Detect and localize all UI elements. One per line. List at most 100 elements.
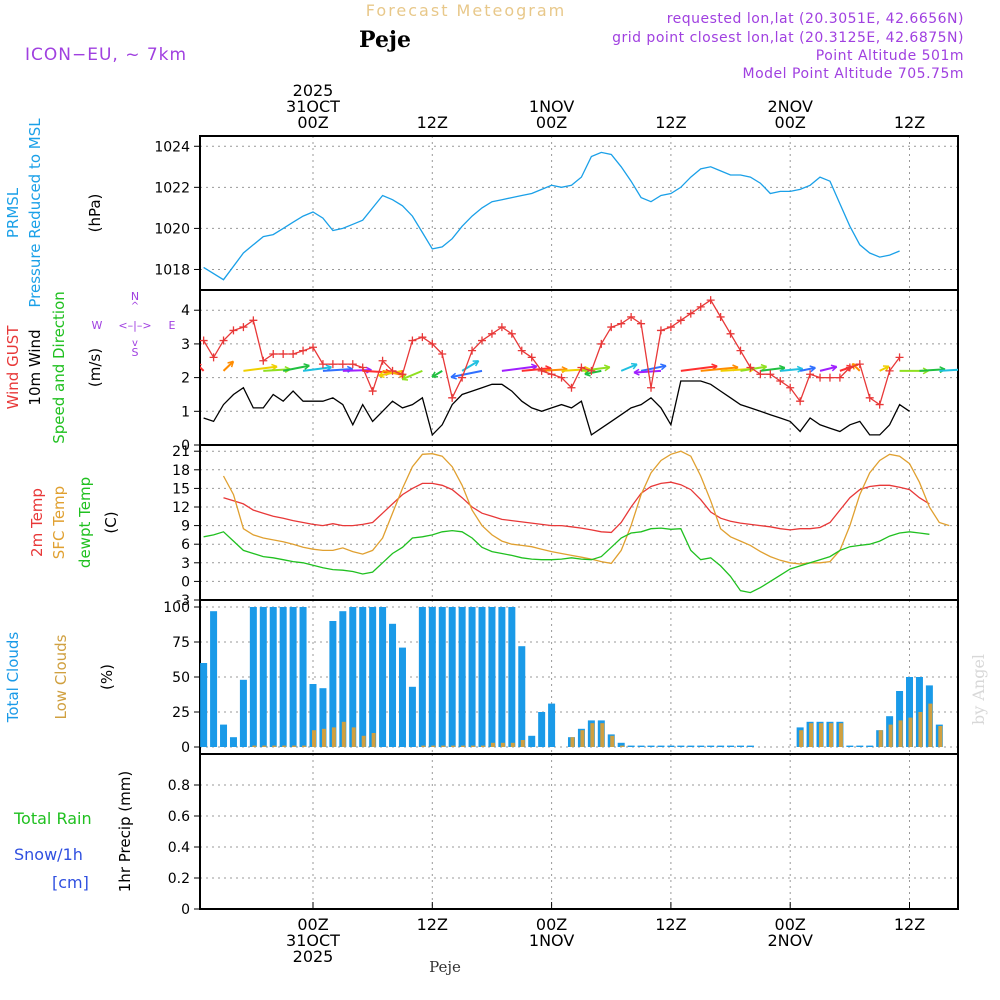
wind-arrow xyxy=(584,369,602,376)
total-clouds-bar xyxy=(379,607,387,747)
gust-marker xyxy=(309,343,317,352)
top-time-label: 00Z xyxy=(775,113,806,132)
wind-arrow xyxy=(740,365,767,372)
total-clouds-bar xyxy=(538,712,546,747)
gust-marker xyxy=(318,360,327,369)
gust-marker xyxy=(408,336,417,345)
wind-arrow-head xyxy=(200,363,202,366)
gust-marker xyxy=(200,336,208,345)
point-altitude: Point Altitude 501m xyxy=(816,48,964,64)
y-tick-label: 18 xyxy=(172,463,190,479)
low-clouds-bar xyxy=(321,728,326,747)
gust-marker xyxy=(567,383,576,392)
top-time-label: 00Z xyxy=(297,113,328,132)
total-clouds-bar xyxy=(418,607,426,747)
wind-arrow xyxy=(431,370,443,378)
low-clouds-bar xyxy=(351,727,356,747)
y-tick-label: 1024 xyxy=(154,139,190,155)
total-clouds-bar xyxy=(329,621,337,747)
gust-marker xyxy=(875,400,884,409)
gust-marker xyxy=(736,346,745,355)
total-clouds-bar xyxy=(687,745,695,747)
low-clouds-bar xyxy=(908,717,913,747)
model-altitude: Model Point Altitude 705.75m xyxy=(743,66,964,82)
total-clouds-bar xyxy=(369,607,377,747)
wind-arrow xyxy=(939,368,958,372)
y-tick-label: -3 xyxy=(176,593,190,609)
total-clouds-bar xyxy=(448,607,456,747)
low-clouds-bar xyxy=(481,745,486,747)
low-clouds-bar xyxy=(600,723,605,747)
total-clouds-bar xyxy=(637,745,645,747)
wind-arrow xyxy=(243,365,278,372)
axis-label: (%) xyxy=(98,664,116,690)
wind-arrow xyxy=(680,365,718,372)
wind-arrow xyxy=(401,369,423,381)
low-clouds-bar xyxy=(490,742,495,747)
requested-coords: requested lon,lat (20.3051E, 42.6656N) xyxy=(667,11,964,27)
compass-arrows: <–|–> xyxy=(118,319,151,332)
axis-label: Wind GUST xyxy=(4,325,22,410)
y-tick-label: 0.4 xyxy=(168,840,190,856)
y-tick-label: 1020 xyxy=(154,221,190,237)
wind-arrow xyxy=(521,367,552,372)
wind-arrow xyxy=(879,365,890,372)
gust-marker xyxy=(478,336,487,345)
subtitle: Forecast Meteogram xyxy=(366,1,566,20)
gust-marker xyxy=(418,333,427,342)
wind-arrow-head xyxy=(633,368,640,376)
low-clouds-bar xyxy=(312,730,316,747)
y-tick-label: 0 xyxy=(181,902,190,918)
wind-arrow-head xyxy=(660,363,667,371)
gust-marker xyxy=(368,387,377,396)
low-clouds-bar xyxy=(471,745,476,747)
low-clouds-bar xyxy=(421,745,426,747)
total-clouds-bar xyxy=(220,724,228,747)
prmsl-line xyxy=(203,151,900,281)
axis-label: Pressure Reduced to MSL xyxy=(26,118,44,308)
bottom-time-label: 12Z xyxy=(417,915,448,934)
gust-marker xyxy=(796,397,805,406)
low-clouds-bar xyxy=(828,723,833,747)
total-clouds-bar xyxy=(677,745,685,747)
gust-marker xyxy=(637,319,646,328)
bottom-time-label: 00Z xyxy=(775,915,806,934)
bottom-time-label: 2025 xyxy=(293,947,334,966)
total-clouds-bar xyxy=(458,607,466,747)
top-time-label: 12Z xyxy=(655,113,686,132)
gust-marker xyxy=(756,370,765,379)
gust-marker xyxy=(527,353,536,362)
wind-arrow xyxy=(700,366,739,372)
gust-marker xyxy=(358,363,367,372)
total-clouds-bar xyxy=(667,745,675,747)
low-clouds-bar xyxy=(918,712,923,747)
gust-marker xyxy=(497,323,506,332)
wind-arrow xyxy=(222,360,235,372)
wind-arrow-head xyxy=(401,374,409,381)
panel-temp: -3 0 3 6 9 12 15 18 21 2m Temp SFC Temp dewpt Temp (… xyxy=(28,444,959,609)
total-clouds-bar xyxy=(518,646,526,747)
panel-wind: 0 1 2 3 4 Wind GUST 10m Wind Speed and Directio… xyxy=(4,289,959,454)
wind-arrow xyxy=(378,369,403,377)
axis-label: Total Clouds xyxy=(4,632,22,724)
gust-marker xyxy=(686,309,695,318)
footer-station: Peje xyxy=(429,958,461,976)
gust-marker xyxy=(279,350,288,359)
y-tick-label: 0.2 xyxy=(168,871,190,887)
gust-marker xyxy=(656,326,665,335)
total-clouds-bar xyxy=(359,607,367,747)
y-tick-label: 21 xyxy=(172,444,190,460)
wind-arrow-head xyxy=(450,372,457,380)
y-tick-label: 0 xyxy=(181,574,190,590)
wind-arrow xyxy=(640,364,667,372)
total-clouds-bar xyxy=(428,607,436,747)
low-clouds-bar xyxy=(610,735,615,747)
wind-arrow-head xyxy=(472,360,480,367)
total-clouds-bar xyxy=(210,611,218,747)
sfc-temp-line xyxy=(222,450,950,565)
gust-marker xyxy=(845,363,854,372)
y-tick-label: 0.6 xyxy=(168,809,190,825)
axis-label: (hPa) xyxy=(86,194,104,233)
total-clouds-bar xyxy=(657,745,665,747)
gust-marker xyxy=(766,370,775,379)
